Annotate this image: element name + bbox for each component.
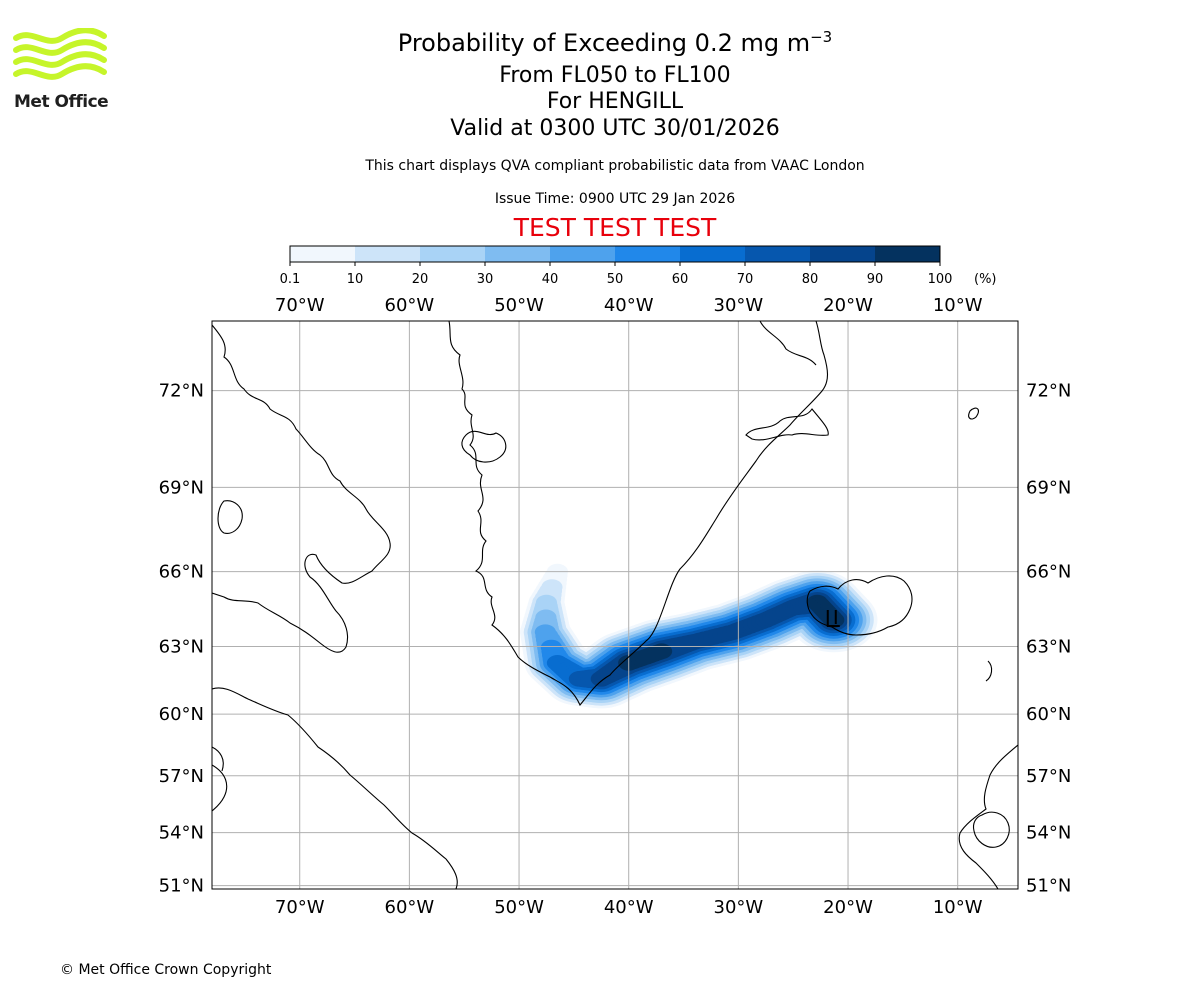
colorbar-swatch-2 <box>420 246 485 262</box>
colorbar: 0.1 10 20 30 40 50 60 70 80 90 100 (%) <box>280 245 997 287</box>
colorbar-swatch-0 <box>290 246 355 262</box>
valid-time: Valid at 0300 UTC 30/01/2026 <box>450 116 780 141</box>
greenland-fjord-2 <box>745 408 829 441</box>
colorbar-tick-label: 10 <box>347 272 364 287</box>
lat-label-left: 72°N <box>159 381 204 402</box>
quebec-coast <box>212 764 228 812</box>
colorbar-swatch-3 <box>485 246 550 262</box>
ash-probability-plume <box>520 563 878 709</box>
disko-island <box>461 430 507 463</box>
lat-label-right: 63°N <box>1026 637 1071 658</box>
title-main: Probability of Exceeding 0.2 mg m <box>397 29 811 57</box>
lon-label-top: 40°W <box>604 295 654 316</box>
ireland-coast <box>972 811 1010 848</box>
lat-label-right: 69°N <box>1026 477 1071 498</box>
chart-description: This chart displays QVA compliant probab… <box>365 158 865 174</box>
iceland-coast <box>806 575 913 636</box>
lat-label-right: 51°N <box>1026 876 1071 897</box>
met-office-logo-icon <box>13 28 107 80</box>
lon-label-top: 50°W <box>494 295 544 316</box>
lat-label-right: 72°N <box>1026 381 1071 402</box>
source-marker-icon <box>826 609 840 627</box>
lon-label-bottom: 30°W <box>714 897 764 918</box>
lon-label-bottom: 60°W <box>385 897 435 918</box>
british-isles-coast <box>958 744 1018 889</box>
jan-mayen <box>968 407 979 420</box>
coastlines <box>212 321 1018 889</box>
lat-label-left: 51°N <box>159 876 204 897</box>
lat-label-left: 63°N <box>159 637 204 658</box>
lat-label-left: 66°N <box>159 562 204 583</box>
colorbar-swatch-7 <box>745 246 810 262</box>
map: 70°W 70°W 60°W 60°W 50°W 50°W 40°W 40°W 30°W 30°W… <box>159 295 1072 918</box>
lat-label-right: 60°N <box>1026 704 1071 725</box>
colorbar-tick-label: 100 <box>928 272 953 287</box>
lon-label-top: 70°W <box>275 295 325 316</box>
copyright-footer: © Met Office Crown Copyright <box>60 962 272 978</box>
nettilling-lake <box>217 500 243 534</box>
lat-label-left: 69°N <box>159 477 204 498</box>
colorbar-tick-label: 60 <box>672 272 689 287</box>
graticule <box>212 321 1018 889</box>
plume-cell <box>651 643 673 660</box>
logo-text: Met Office <box>14 92 109 112</box>
lat-label-left: 57°N <box>159 766 204 787</box>
colorbar-tick-label: 90 <box>867 272 884 287</box>
lon-label-top: 30°W <box>714 295 764 316</box>
issue-time: Issue Time: 0900 UTC 29 Jan 2026 <box>494 191 736 207</box>
colorbar-tick-label: 80 <box>802 272 819 287</box>
lon-label-top: 20°W <box>823 295 873 316</box>
lat-label-right: 54°N <box>1026 823 1071 844</box>
volcano-name: For HENGILL <box>546 89 684 114</box>
colorbar-swatch-6 <box>680 246 745 262</box>
colorbar-tick-label: 40 <box>542 272 559 287</box>
map-border <box>211 320 1019 890</box>
lat-label-left: 60°N <box>159 704 204 725</box>
lon-label-top: 10°W <box>933 295 983 316</box>
lat-label-right: 66°N <box>1026 562 1071 583</box>
axis-labels: 70°W 70°W 60°W 60°W 50°W 50°W 40°W 40°W 30°W 30°W… <box>159 295 1072 918</box>
title-superscript: −3 <box>810 28 833 46</box>
colorbar-unit: (%) <box>974 272 997 287</box>
colorbar-swatch-4 <box>550 246 615 262</box>
flight-levels: From FL050 to FL100 <box>499 63 731 88</box>
colorbar-swatch-8 <box>810 246 875 262</box>
lon-label-bottom: 40°W <box>604 897 654 918</box>
colorbar-swatch-5 <box>615 246 680 262</box>
labrador-coast <box>212 687 458 889</box>
colorbar-swatch-9 <box>875 246 940 262</box>
lon-label-bottom: 70°W <box>275 897 325 918</box>
labrador-north <box>212 746 224 772</box>
lon-label-top: 60°W <box>385 295 435 316</box>
lon-label-bottom: 50°W <box>494 897 544 918</box>
test-banner: TEST TEST TEST <box>513 213 717 242</box>
lat-label-left: 54°N <box>159 823 204 844</box>
colorbar-tick-label: 0.1 <box>280 272 301 287</box>
lat-label-right: 57°N <box>1026 766 1071 787</box>
page-title: Probability of Exceeding 0.2 mg m−3 <box>0 28 1200 57</box>
greenland-fjord-1 <box>759 321 817 366</box>
baffin-coast <box>212 324 391 653</box>
map-frame-bg <box>212 321 1018 889</box>
colorbar-tick-label: 30 <box>477 272 494 287</box>
colorbar-swatch-1 <box>355 246 420 262</box>
colorbar-tick-label: 50 <box>607 272 624 287</box>
faroe-islands <box>985 660 993 682</box>
colorbar-tick-label: 20 <box>412 272 429 287</box>
greenland-coast <box>448 321 829 707</box>
lon-label-bottom: 10°W <box>933 897 983 918</box>
colorbar-tick-label: 70 <box>737 272 754 287</box>
lon-label-bottom: 20°W <box>823 897 873 918</box>
hengill-marker <box>826 609 840 627</box>
